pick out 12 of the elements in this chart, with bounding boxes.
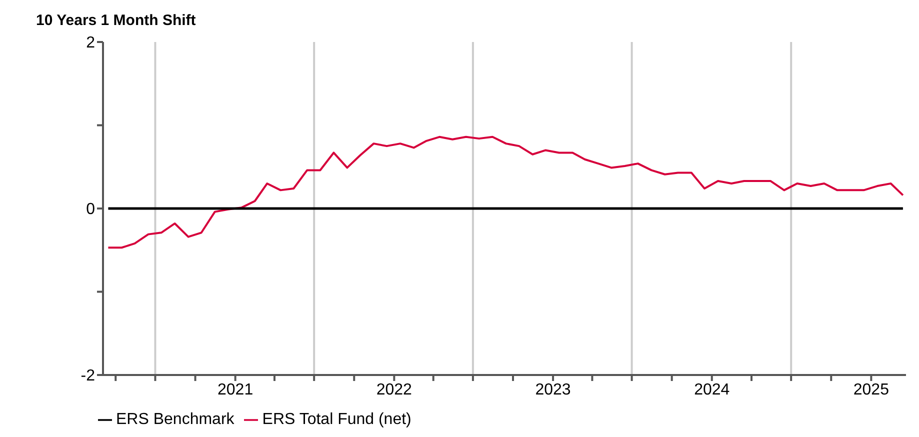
legend-label: ERS Total Fund (net) [262, 411, 412, 428]
x-tick-label: 2025 [853, 381, 890, 398]
x-tick-label: 2023 [535, 381, 571, 398]
chart-subtitle: 10 Years 1 Month Shift [36, 12, 196, 29]
y-tick-label: 2 [86, 34, 96, 52]
x-tick-label: 2022 [376, 381, 412, 398]
x-tick-label: 2021 [218, 381, 254, 398]
line-series [107, 136, 904, 249]
x-tick-label: 2024 [694, 381, 730, 398]
y-tick-label: 0 [86, 201, 96, 218]
y-tick-label: -2 [80, 368, 96, 385]
legend-label: ERS Benchmark [116, 411, 234, 428]
